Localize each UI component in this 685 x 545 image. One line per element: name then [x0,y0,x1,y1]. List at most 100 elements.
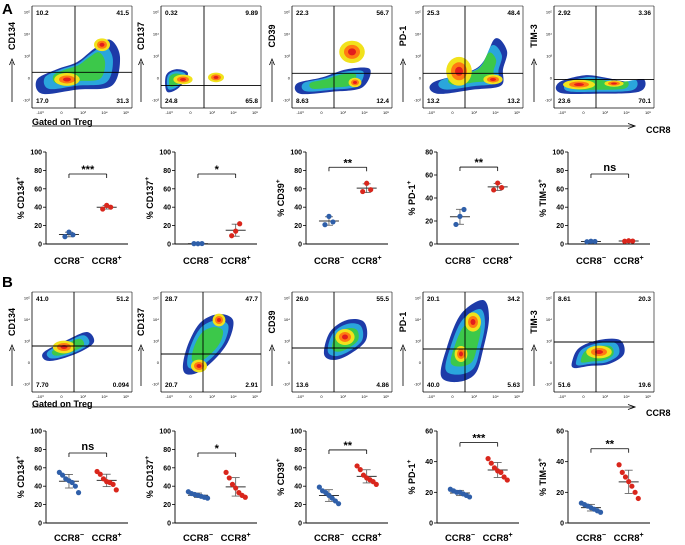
y-tick-label: 60 [556,429,564,436]
data-point [632,489,638,495]
flow-y-arrow-head [9,57,15,66]
flow-y-tick-label: 10⁵ [415,10,421,15]
y-axis-label: % CD137+ [144,456,155,499]
data-point [195,241,201,247]
flow-y-arrow-head [400,57,406,66]
quadrant-lower-left: 17.0 [36,98,49,105]
data-point [630,238,636,244]
data-point [75,490,82,496]
data-point [66,229,72,235]
flow-y-tick-label: -10³ [283,382,291,387]
dotplot-a-5: 0 20 40 60 80 100 % TIM-3+ CCR8− CCR8+ ns [537,150,650,267]
data-point [616,462,622,468]
flow-marker-label: CD134 [7,22,17,50]
flow-y-tick-label: 10³ [153,54,159,59]
flow-plot-cd39: CD39 -10³ 0 10³ 10⁴ 10⁵ -10³ 0 10³ 10⁴ 10⁵ 26.0 55.5… [267,291,393,399]
data-point [335,501,342,507]
y-tick-label: 40 [163,205,171,212]
y-tick-label: 80 [163,168,171,175]
data-point [354,463,360,469]
flow-y-tick-label: 10⁴ [415,317,421,322]
quadrant-upper-left: 0.32 [165,10,178,17]
data-point [498,469,504,475]
ccr8-axis-label: CCR8 [646,125,671,135]
flow-density-hot [180,77,186,81]
flow-density-inner [191,327,224,363]
y-tick-label: 20 [425,219,433,226]
dotplot-a-1: 0 20 40 60 80 100 % CD134+ CCR8− CCR8+ *** [15,150,128,267]
flow-y-arrow-head [138,57,144,66]
panel-a: A CD134 -10³ 0 10³ 10⁴ 10⁵ -10³ 0 10³ 10⁴ 10⁵ 10.2 41… [2,1,671,135]
flow-y-tick-label: 10⁵ [24,10,30,15]
quadrant-lower-left: 51.6 [558,382,571,389]
data-point [242,494,248,500]
category-label: CCR8− [576,254,606,267]
flow-x-tick-label: -10³ [427,110,435,115]
flow-density-inner [309,73,357,89]
data-point [360,188,366,195]
panel-label: A [2,1,13,18]
flow-x-tick-label: 0 [320,394,323,399]
y-tick-label: 100 [30,429,42,436]
quadrant-upper-right: 34.2 [507,296,520,303]
flow-plot-tim-3: TIM-3 -10³ 0 10³ 10⁴ 10⁵ -10³ 0 10³ 10⁴ 10⁵ 2.92 3.3… [529,5,655,115]
category-label: CCR8+ [221,531,251,544]
flow-y-tick-label: 10³ [284,54,290,59]
data-point [368,187,374,193]
y-tick-label: 0 [298,521,302,528]
category-label: CCR8− [445,531,475,544]
data-point [626,479,632,485]
flow-x-tick-label: 10⁴ [361,394,367,399]
y-tick-label: 100 [552,150,564,157]
flow-y-arrow-head [138,343,144,352]
data-point [626,238,632,244]
flow-x-tick-label: -10³ [296,394,304,399]
data-point [635,495,641,502]
y-tick-label: 40 [294,205,302,212]
y-tick-label: 100 [159,150,171,157]
flow-plot-tim-3: TIM-3 -10³ 0 10³ 10⁴ 10⁵ -10³ 0 10³ 10⁴ 10⁵ 8.61 20.… [529,291,655,399]
quadrant-upper-left: 22.3 [296,10,309,17]
data-point [113,487,119,493]
gated-label: Gated on Treg [32,117,93,127]
data-point [104,202,110,208]
y-tick-label: 40 [425,196,433,203]
category-label: CCR8+ [92,254,122,267]
y-tick-label: 80 [425,150,433,157]
flow-marker-label: PD-1 [398,26,408,47]
quadrant-upper-right: 3.36 [638,10,651,17]
data-point [316,484,322,490]
quadrant-lower-left: 13.6 [296,382,309,389]
category-label: CCR8+ [352,531,382,544]
flow-y-tick-label: 10³ [24,339,30,344]
flow-x-tick-label: 0 [582,394,585,399]
flow-density-hot [342,334,348,340]
flow-density-hot [217,318,221,322]
flow-x-tick-label: -10³ [165,110,173,115]
flow-y-tick-label: 10⁵ [415,296,421,301]
flow-x-tick-label: 10⁵ [514,110,520,115]
y-tick-label: 100 [290,429,302,436]
flow-plot-cd137: CD137 -10³ 0 10³ 10⁴ 10⁵ -10³ 0 10³ 10⁴ 10⁵ 28.7 47.… [136,291,262,399]
y-tick-label: 20 [34,223,42,230]
data-point [622,474,629,480]
y-tick-label: 80 [556,168,564,175]
flow-y-tick-label: 10⁴ [24,32,30,37]
data-point [108,204,114,210]
flow-density-hot [455,66,463,76]
flow-x-tick-label: -10³ [558,110,566,115]
panel-b: B CD134 -10³ 0 10³ 10⁴ 10⁵ -10³ 0 10³ 10⁴ 10⁵ 41.0 51… [2,274,671,418]
y-tick-label: 100 [159,429,171,436]
significance-label: ** [475,157,484,169]
y-axis-label: % PD-1+ [406,180,417,215]
flow-y-tick-label: 0 [288,76,291,81]
category-label: CCR8+ [483,254,513,267]
data-point [588,238,594,244]
flow-y-tick-label: 0 [157,360,160,365]
significance-label: *** [472,433,486,445]
flow-marker-label: CD137 [136,22,146,50]
quadrant-lower-right: 5.63 [507,382,520,389]
category-label: CCR8+ [614,531,644,544]
flow-plot-pd-1: PD-1 -10³ 0 10³ 10⁴ 10⁵ -10³ 0 10³ 10⁴ 10⁵ 20.1 34.2… [398,291,524,399]
flow-y-tick-label: 10³ [546,54,552,59]
